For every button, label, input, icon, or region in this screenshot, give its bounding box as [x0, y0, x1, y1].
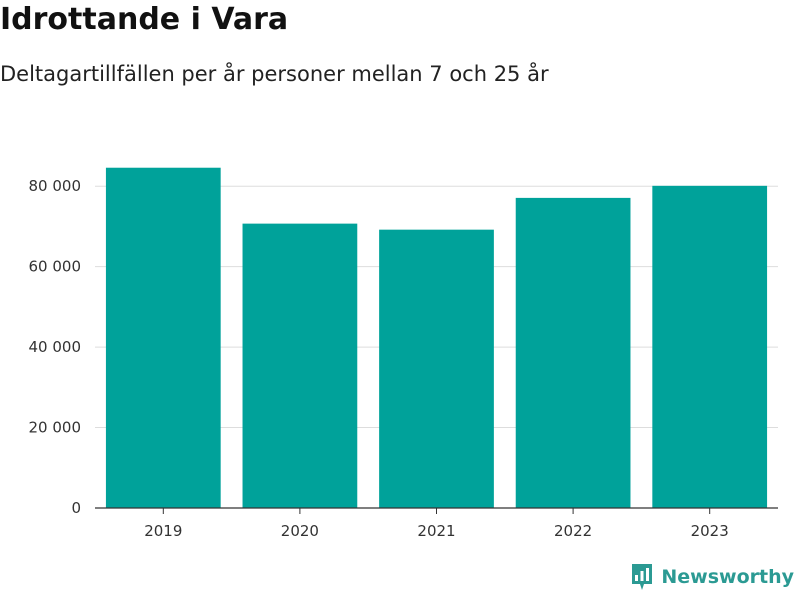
y-tick-label: 40 000	[29, 338, 82, 356]
bar	[105, 167, 221, 508]
x-tick-label: 2019	[144, 522, 182, 540]
bar	[242, 223, 358, 508]
chart-title: Idrottande i Vara	[0, 2, 289, 37]
brand-logo: Newsworthy	[630, 562, 794, 592]
bar	[379, 229, 494, 508]
y-tick-label: 60 000	[29, 258, 82, 276]
x-tick-label: 2023	[691, 522, 729, 540]
x-tick-label: 2022	[554, 522, 592, 540]
chart-subtitle: Deltagartillfällen per år personer mella…	[0, 62, 549, 86]
brand-name: Newsworthy	[661, 566, 794, 588]
y-tick-label: 80 000	[29, 177, 82, 195]
x-tick-label: 2020	[281, 522, 319, 540]
bar	[515, 197, 631, 509]
bar	[652, 185, 768, 508]
newsworthy-logo-icon	[632, 564, 653, 590]
y-tick-label: 20 000	[29, 419, 82, 437]
x-tick-label: 2021	[417, 522, 455, 540]
y-tick-label: 0	[71, 499, 81, 517]
